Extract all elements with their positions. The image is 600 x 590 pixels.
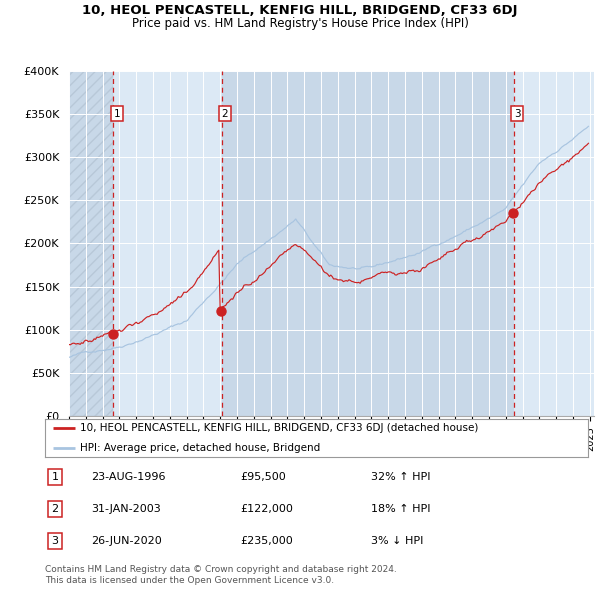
Text: Price paid vs. HM Land Registry's House Price Index (HPI): Price paid vs. HM Land Registry's House … <box>131 17 469 30</box>
Bar <box>221 71 514 416</box>
Text: 2: 2 <box>221 109 228 119</box>
Text: 1: 1 <box>113 109 120 119</box>
Text: 3: 3 <box>514 109 521 119</box>
Text: 18% ↑ HPI: 18% ↑ HPI <box>371 504 430 514</box>
Bar <box>514 71 593 416</box>
Text: £95,500: £95,500 <box>241 472 286 482</box>
Text: 10, HEOL PENCASTELL, KENFIG HILL, BRIDGEND, CF33 6DJ (detached house): 10, HEOL PENCASTELL, KENFIG HILL, BRIDGE… <box>80 424 479 434</box>
Text: 23-AUG-1996: 23-AUG-1996 <box>91 472 166 482</box>
Bar <box>69 71 113 416</box>
Text: Contains HM Land Registry data © Crown copyright and database right 2024.: Contains HM Land Registry data © Crown c… <box>45 565 397 574</box>
Bar <box>113 71 221 416</box>
Text: 32% ↑ HPI: 32% ↑ HPI <box>371 472 430 482</box>
Text: £235,000: £235,000 <box>241 536 293 546</box>
Text: 1: 1 <box>52 472 59 482</box>
Text: £122,000: £122,000 <box>241 504 293 514</box>
Text: This data is licensed under the Open Government Licence v3.0.: This data is licensed under the Open Gov… <box>45 576 334 585</box>
Text: 3: 3 <box>52 536 59 546</box>
Text: 3% ↓ HPI: 3% ↓ HPI <box>371 536 423 546</box>
Text: 26-JUN-2020: 26-JUN-2020 <box>91 536 162 546</box>
Bar <box>69 71 113 416</box>
Text: HPI: Average price, detached house, Bridgend: HPI: Average price, detached house, Brid… <box>80 442 320 453</box>
Text: 10, HEOL PENCASTELL, KENFIG HILL, BRIDGEND, CF33 6DJ: 10, HEOL PENCASTELL, KENFIG HILL, BRIDGE… <box>82 4 518 17</box>
Text: 31-JAN-2003: 31-JAN-2003 <box>91 504 161 514</box>
Text: 2: 2 <box>52 504 59 514</box>
